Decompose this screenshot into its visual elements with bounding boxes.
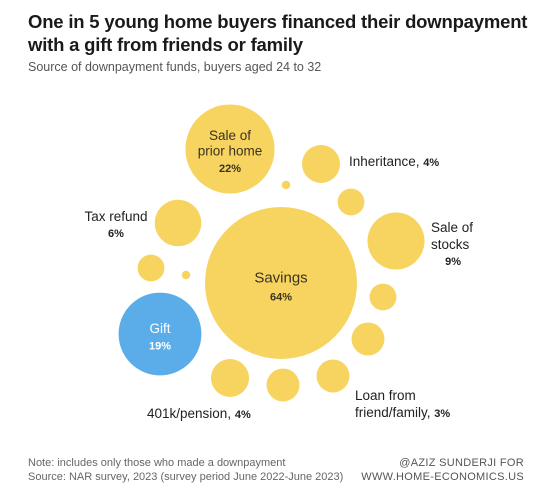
- credit-line-2: WWW.HOME-ECONOMICS.US: [361, 471, 524, 483]
- footnote: Note: includes only those who made a dow…: [28, 456, 343, 484]
- bubble-tax-refund: [154, 199, 202, 247]
- bubble-label-savings: Savings: [254, 270, 307, 287]
- bubble-value-sale-of-stocks: 9%: [445, 256, 461, 268]
- bubble-sale-of-prior-home: [185, 104, 275, 194]
- bubble-label-loan-from-friend-family-1: Loan from: [355, 388, 416, 403]
- bubble-sale-of-stocks: [367, 212, 425, 270]
- bubble-value-tax-refund: 6%: [108, 228, 124, 240]
- bubble-label-401k-pension: 401k/pension, 4%: [147, 406, 251, 421]
- title-line-2: with a gift from friends or family: [28, 34, 303, 55]
- bubble-unlabeled-1: [351, 322, 385, 356]
- bubble-label-sale-of-prior-home-1: Sale of: [209, 128, 251, 143]
- bubble-label-inheritance: Inheritance, 4%: [349, 154, 439, 169]
- bubble-label-sale-of-prior-home-2: prior home: [198, 144, 263, 159]
- bubble-label-sale-of-stocks-2: stocks: [431, 237, 470, 252]
- bubble-value-inheritance: 4%: [423, 157, 439, 169]
- bubble-value-401k-pension: 4%: [235, 409, 251, 421]
- bubble-loan-from-friend-family: [316, 359, 350, 393]
- chart-title: One in 5 young home buyers financed thei…: [28, 10, 533, 56]
- chart-subtitle: Source of downpayment funds, buyers aged…: [28, 60, 322, 74]
- bubble-unlabeled-4: [337, 188, 365, 216]
- bubble-unlabeled-3: [137, 254, 165, 282]
- title-line-1: One in 5 young home buyers financed thei…: [28, 11, 528, 32]
- bubble-value-loan-from-friend-family: 3%: [434, 408, 450, 420]
- bubble-savings: [205, 207, 357, 359]
- bubble-unlabeled-6: [281, 180, 291, 190]
- bubble-value-savings: 64%: [270, 292, 292, 304]
- bubble-label-loan-from-friend-family-2: friend/family, 3%: [355, 405, 450, 420]
- bubble-value-gift: 19%: [149, 340, 171, 352]
- credit: @AZIZ SUNDERJI FOR WWW.HOME-ECONOMICS.US: [361, 456, 524, 484]
- bubble-401k-pension: [211, 359, 249, 397]
- bubble-unlabeled-5: [369, 283, 397, 311]
- bubble-unlabeled-7: [181, 270, 191, 280]
- bubble-gift: [118, 292, 202, 376]
- source-line: Source: NAR survey, 2023 (survey period …: [28, 471, 344, 483]
- bubble-label-gift: Gift: [149, 321, 170, 336]
- bubble-label-tax-refund: Tax refund: [84, 209, 147, 224]
- credit-line-1: @AZIZ SUNDERJI FOR: [399, 457, 524, 469]
- bubble-inheritance: [302, 145, 340, 183]
- bubble-value-sale-of-prior-home: 22%: [219, 163, 241, 175]
- bubble-label-sale-of-stocks-1: Sale of: [431, 220, 473, 235]
- bubble-unlabeled-2: [266, 368, 300, 402]
- note-line: Note: includes only those who made a dow…: [28, 457, 286, 469]
